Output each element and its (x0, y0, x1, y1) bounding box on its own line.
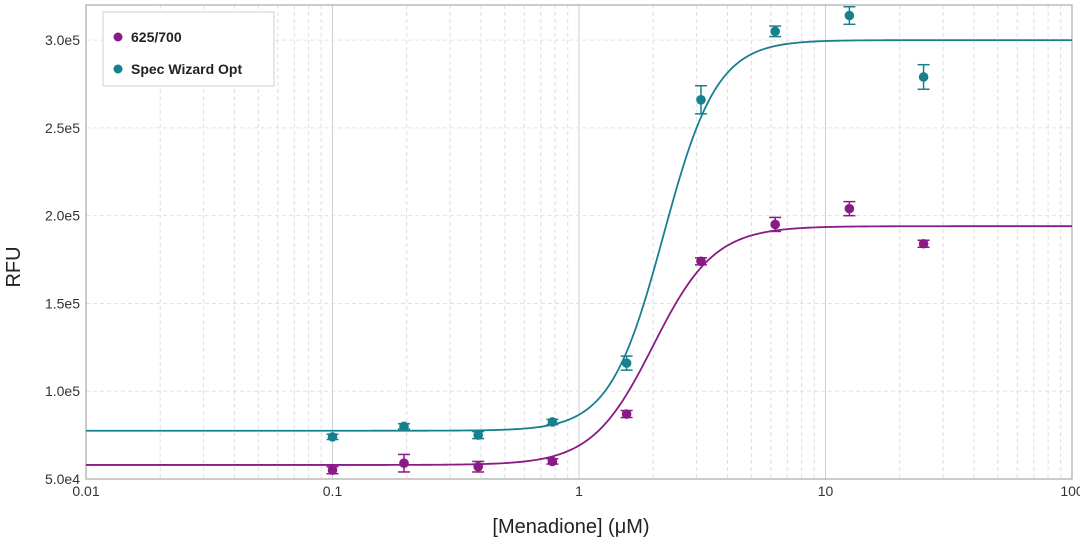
data-point-625-700 (399, 458, 409, 469)
data-point-spec-wizard-opt (473, 430, 483, 440)
plot-frame (85, 4, 1073, 480)
data-point-spec-wizard-opt (399, 421, 409, 432)
y-tick-label: 2.0e5 (45, 208, 80, 224)
data-point-625-700 (844, 203, 855, 214)
data-point-625-700 (473, 461, 483, 472)
data-point-spec-wizard-opt (547, 417, 558, 427)
data-points (326, 6, 930, 476)
fit-curves (86, 39, 1072, 466)
x-tick-label: 10 (818, 483, 834, 499)
y-tick-label: 1.5e5 (45, 295, 80, 311)
legend-box (102, 11, 275, 87)
y-tick-label: 5.0e4 (45, 471, 80, 487)
y-tick-label: 2.5e5 (45, 120, 80, 136)
legend-label-625-700: 625/700 (131, 29, 182, 45)
data-point-625-700 (918, 238, 929, 249)
legend-marker-spec-wizard-opt (113, 64, 123, 74)
x-tick-label: 0.01 (72, 483, 99, 499)
data-point-spec-wizard-opt (844, 10, 855, 21)
x-tick-label: 0.1 (323, 483, 343, 499)
y-tick-label: 3.0e5 (45, 32, 80, 48)
y-axis-title: RFU (3, 246, 25, 287)
fit-curve-spec-wizard-opt (86, 39, 1072, 432)
x-axis-title: [Menadione] (μM) (492, 516, 649, 538)
data-point-spec-wizard-opt (327, 432, 338, 442)
data-point-spec-wizard-opt (770, 26, 780, 37)
legend: 625/700 Spec Wizard Opt (102, 11, 275, 87)
data-point-spec-wizard-opt (918, 72, 929, 82)
data-point-625-700 (327, 465, 338, 476)
data-point-625-700 (621, 409, 632, 419)
data-point-spec-wizard-opt (696, 95, 706, 105)
x-tick-labels: 0.01 0.1 1 10 100 (72, 483, 1080, 499)
data-point-625-700 (547, 456, 558, 467)
y-tick-labels: 5.0e4 1.0e5 1.5e5 2.0e5 2.5e5 3.0e5 (45, 32, 80, 487)
legend-marker-625-700 (113, 32, 123, 42)
x-tick-label: 100 (1060, 483, 1080, 499)
data-point-spec-wizard-opt (621, 358, 632, 368)
fit-curve-625-700 (86, 225, 1072, 466)
data-point-625-700 (770, 219, 780, 230)
y-tick-label: 1.0e5 (45, 383, 80, 399)
x-tick-label: 1 (575, 483, 583, 499)
data-point-625-700 (696, 256, 706, 267)
legend-label-spec-wizard-opt: Spec Wizard Opt (131, 61, 242, 77)
